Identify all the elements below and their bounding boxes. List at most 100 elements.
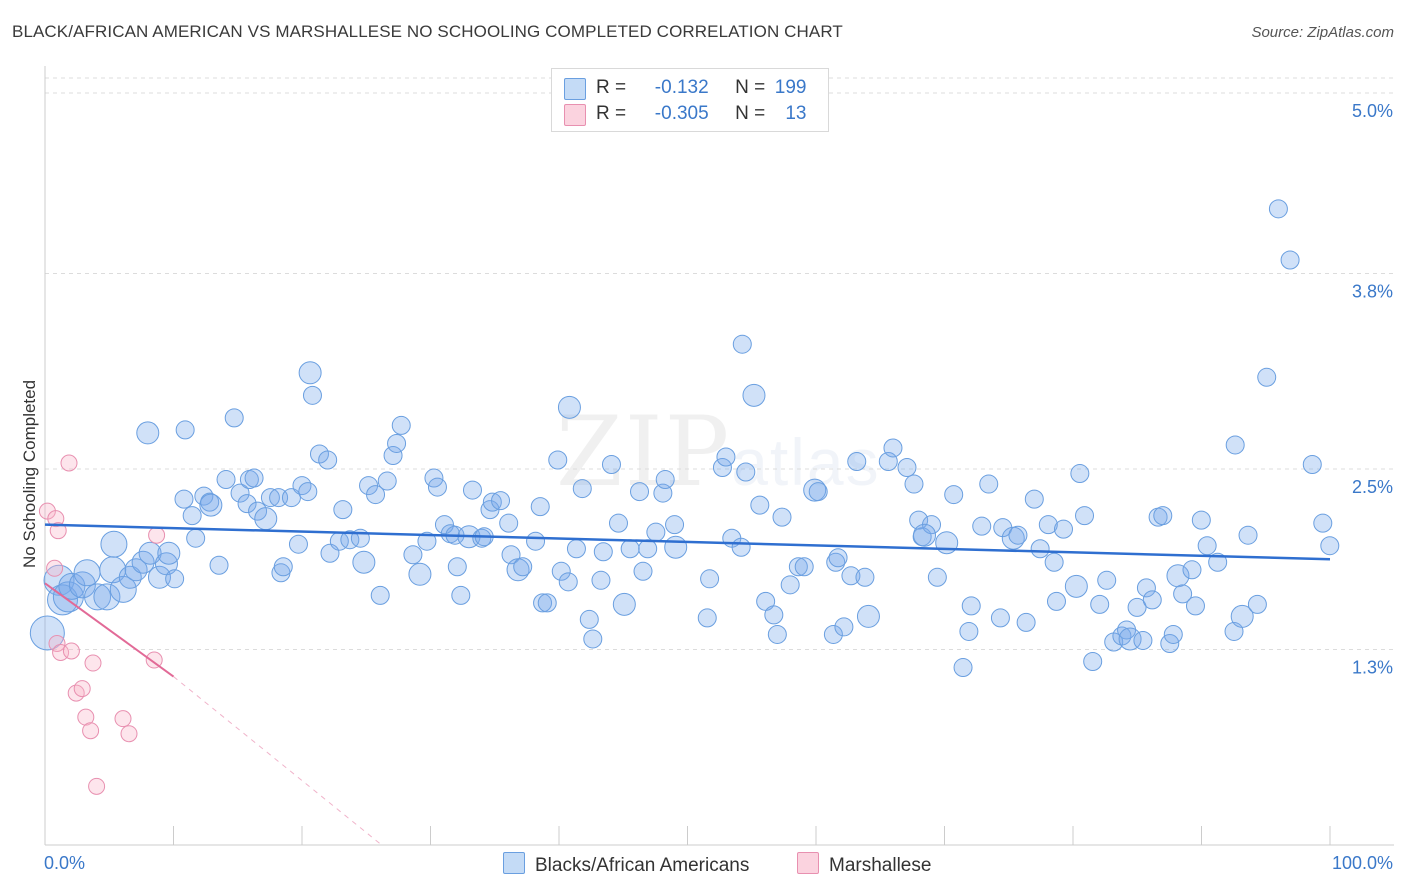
bottom-legend-label: Blacks/African Americans bbox=[535, 855, 750, 876]
blue-point bbox=[1280, 250, 1300, 270]
chart-title: BLACK/AFRICAN AMERICAN VS MARSHALLESE NO… bbox=[12, 22, 843, 41]
pink-point bbox=[82, 722, 100, 740]
blue-point bbox=[1064, 574, 1088, 598]
legend-n-label: N = bbox=[735, 77, 766, 98]
pink-point bbox=[114, 710, 132, 728]
blue-point bbox=[1163, 624, 1183, 644]
pink-point bbox=[88, 777, 106, 795]
x-tick-labels: 0.0% 100.0% bbox=[44, 853, 1393, 873]
blue-point bbox=[664, 535, 688, 559]
blue-point bbox=[427, 477, 447, 497]
blue-point bbox=[403, 545, 423, 565]
blue-point bbox=[1320, 536, 1340, 556]
legend-n-label: N = bbox=[735, 103, 766, 124]
pink-point bbox=[60, 454, 78, 472]
blue-point bbox=[288, 534, 308, 554]
bottom-legend-marshallese: Marshallese bbox=[797, 852, 931, 877]
y-tick-label: 1.3% bbox=[1352, 657, 1393, 677]
pink-point bbox=[145, 651, 163, 669]
blue-point bbox=[591, 570, 611, 590]
blue-point bbox=[697, 608, 717, 628]
blue-point bbox=[499, 513, 519, 533]
blue-point bbox=[84, 583, 112, 611]
blue-point bbox=[1133, 630, 1153, 650]
blue-point bbox=[646, 522, 666, 542]
blue-point bbox=[764, 605, 784, 625]
blue-point bbox=[318, 450, 338, 470]
blue-point bbox=[174, 489, 194, 509]
blue-point bbox=[52, 581, 84, 613]
blue-point bbox=[736, 462, 756, 482]
pink-point bbox=[148, 526, 166, 544]
blue-point bbox=[273, 557, 293, 577]
blue-point bbox=[913, 523, 937, 547]
blue-point bbox=[298, 361, 322, 385]
blue-point bbox=[847, 452, 867, 471]
blue-point bbox=[655, 470, 675, 490]
blue-point bbox=[732, 334, 752, 354]
blue-trend-line bbox=[44, 523, 1331, 561]
blue-point bbox=[731, 537, 751, 557]
blue-point bbox=[557, 395, 581, 419]
blue-point bbox=[1313, 513, 1333, 533]
blue-point bbox=[1230, 604, 1254, 628]
blue-point bbox=[391, 415, 411, 435]
blue-point bbox=[366, 485, 386, 505]
blue-point bbox=[712, 458, 732, 478]
blue-point bbox=[961, 596, 981, 616]
pink-point bbox=[48, 634, 66, 652]
blue-point bbox=[537, 593, 557, 613]
blue-point bbox=[566, 539, 586, 559]
blue-point bbox=[1038, 515, 1058, 535]
x-tick-label: 0.0% bbox=[44, 853, 85, 873]
blue-point bbox=[186, 528, 206, 548]
blue-point bbox=[383, 445, 403, 465]
blue-point bbox=[109, 575, 137, 603]
blue-point bbox=[1153, 506, 1173, 526]
blue-point bbox=[823, 624, 843, 644]
blue-point bbox=[780, 575, 800, 595]
blue-point bbox=[767, 624, 787, 644]
blue-point bbox=[47, 584, 79, 616]
blue-point bbox=[1127, 597, 1147, 617]
blue-point bbox=[1197, 536, 1217, 556]
pink-point bbox=[73, 680, 91, 698]
blue-point bbox=[972, 516, 992, 536]
blue-point bbox=[808, 482, 828, 502]
blue-point bbox=[1225, 435, 1245, 455]
blue-point bbox=[593, 542, 613, 562]
y-tick-label: 3.8% bbox=[1352, 282, 1393, 302]
pink-point bbox=[62, 642, 80, 660]
blue-point bbox=[175, 420, 195, 440]
watermark-zip: ZIP bbox=[556, 396, 732, 508]
pink-trend-line bbox=[44, 582, 175, 678]
blue-point bbox=[340, 530, 360, 550]
blue-point bbox=[138, 541, 162, 565]
blue-point bbox=[1191, 510, 1211, 530]
blue-point bbox=[772, 507, 792, 527]
blue-point bbox=[897, 458, 917, 478]
blue-point bbox=[794, 557, 814, 577]
y-tick-label: 5.0% bbox=[1352, 101, 1393, 121]
watermark: ZIPatlas bbox=[556, 396, 881, 508]
blue-point bbox=[451, 585, 471, 605]
blue-point bbox=[244, 468, 264, 488]
blue-point bbox=[1208, 552, 1228, 572]
blue-point bbox=[1136, 578, 1156, 598]
pink-point bbox=[67, 684, 85, 702]
blue-point bbox=[828, 548, 848, 568]
blue-point bbox=[841, 566, 861, 586]
y-tick-labels: 1.3% 2.5% 3.8% 5.0% bbox=[1352, 101, 1393, 677]
blue-point bbox=[750, 495, 770, 515]
blue-point bbox=[1185, 596, 1205, 616]
blue-point bbox=[1247, 594, 1267, 614]
bottom-legend-swatch-pink bbox=[797, 852, 819, 874]
blue-point bbox=[904, 474, 924, 494]
blue-point bbox=[834, 617, 854, 637]
blue-point bbox=[147, 565, 171, 589]
legend-r-label: R = bbox=[596, 77, 627, 98]
x-tick-label: 100.0% bbox=[1332, 853, 1393, 873]
blue-point bbox=[1173, 584, 1193, 604]
blue-point bbox=[1257, 367, 1277, 387]
